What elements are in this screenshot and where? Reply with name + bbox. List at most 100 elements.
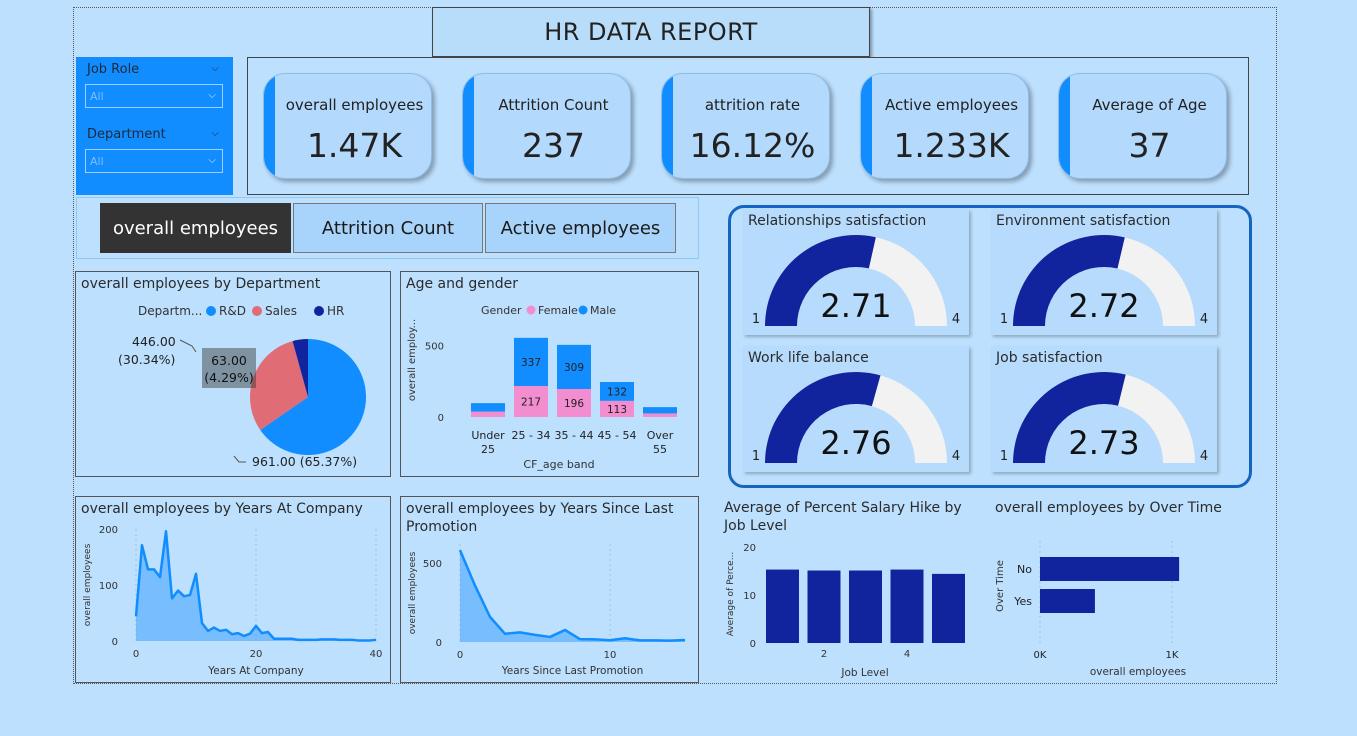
y-tick-label: 200 <box>99 525 118 536</box>
x-tick-label: 0 <box>133 649 139 660</box>
bar <box>766 569 799 643</box>
series-line <box>134 529 377 642</box>
department-value: All <box>90 155 104 168</box>
y-axis-label: Average of Perce... <box>726 552 736 637</box>
kpi-card-overall-employees: overall employees 1.47K <box>263 73 432 179</box>
x-tick-label: 0 <box>457 650 463 661</box>
data-label-female: 217 <box>521 397 541 409</box>
y-tick-label: 0 <box>438 413 444 424</box>
kpi-label: Active employees <box>884 96 1019 114</box>
legend-marker-female <box>526 305 536 315</box>
series-line <box>458 549 686 642</box>
kpi-label: overall employees <box>285 96 424 114</box>
stacked-bar-chart: Gender Female Male overall employ... 0 500 Und… <box>407 304 677 471</box>
chart-card-age-gender: Age and gender Gender Female Male overall e… <box>400 271 699 477</box>
area-chart: 0 500 0 10 Years Since Last Promotion overall… <box>408 544 686 677</box>
kpi-value: 37 <box>1128 126 1171 165</box>
gauge-max-label: 4 <box>952 312 960 327</box>
gauge-card-work-life-balance: Work life balance 2.76 1 4 <box>743 346 969 472</box>
gauge-value: 2.73 <box>1068 424 1139 462</box>
x-tick-label: 55 <box>653 443 667 456</box>
x-axis-label: overall employees <box>1090 666 1186 678</box>
data-label-hr-value: 63.00 <box>211 353 247 368</box>
gauge-title: Relationships satisfaction <box>748 213 927 229</box>
gauge-card-relationships: Relationships satisfaction 2.71 1 4 <box>743 209 969 335</box>
data-label-hr-pct: (4.29%) <box>204 370 253 385</box>
chart-card-over-time: overall employees by Over Time No Yes 0K 1K… <box>990 496 1249 683</box>
kpi-value: 1.233K <box>893 126 1010 165</box>
area-chart: 0 100 200 0 20 40 Years At Company overall empl… <box>83 525 383 677</box>
gauge-value: 2.72 <box>1068 287 1139 325</box>
kpi-accent <box>264 74 275 178</box>
nav-button-attrition-count[interactable]: Attrition Count <box>293 203 483 253</box>
bar <box>890 569 924 643</box>
data-label-rd: 961.00 (65.37%) <box>252 454 357 469</box>
gauge-fill <box>765 235 876 326</box>
bar <box>1040 589 1095 613</box>
job-role-value: All <box>90 90 104 103</box>
kpi-card-attrition-rate: attrition rate 16.12% <box>661 73 830 179</box>
y-tick-label: 10 <box>743 591 756 602</box>
chart-card-department: overall employees by Department Departm.… <box>75 271 391 477</box>
legend-title: Gender <box>481 304 522 317</box>
gauge-fill <box>1013 235 1125 326</box>
bar-female <box>471 411 505 417</box>
chevron-down-icon[interactable]: ⌵ <box>211 63 219 74</box>
legend-label: Male <box>590 304 616 317</box>
bar-male <box>643 407 677 414</box>
area-fill <box>136 531 376 641</box>
x-axis-label: CF_age band <box>523 458 594 471</box>
x-tick-label: 4 <box>904 649 910 660</box>
x-axis-label: Years Since Last Promotion <box>501 665 643 677</box>
nav-button-overall-employees[interactable]: overall employees <box>100 203 291 253</box>
x-tick-label: Under <box>471 429 505 442</box>
gauge-max-label: 4 <box>1200 312 1208 327</box>
gauge-card-environment: Environment satisfaction 2.72 1 4 <box>991 209 1217 335</box>
chevron-down-icon[interactable]: ⌵ <box>211 128 219 139</box>
gauge-value: 2.71 <box>820 287 891 325</box>
data-label-hr-bg <box>202 348 256 388</box>
data-label-sales-pct: (30.34%) <box>118 352 175 367</box>
filter-panel: Job Role ⌵ All ⌵ Department ⌵ All ⌵ <box>76 57 233 195</box>
kpi-label: Attrition Count <box>498 96 609 114</box>
department-select[interactable]: All ⌵ <box>85 149 223 173</box>
x-tick-label: 20 <box>250 649 263 660</box>
kpi-accent <box>662 74 673 178</box>
data-label-sales-value: 446.00 <box>132 334 176 349</box>
pie-chart: Departm... R&D Sales HR 961.00 (65.37%) 446.0… <box>118 304 366 469</box>
gauge-fill <box>765 372 881 463</box>
leader-line <box>179 339 197 353</box>
legend-marker-hr <box>314 306 324 316</box>
kpi-card-active-employees: Active employees 1.233K <box>860 73 1029 179</box>
department-label: Department <box>87 127 166 142</box>
nav-button-active-employees[interactable]: Active employees <box>485 203 676 253</box>
y-tick-label: 20 <box>743 543 756 554</box>
leader-line <box>233 455 246 463</box>
gauge-chart: 2.71 1 4 <box>752 235 960 327</box>
x-tick-label: 35 - 44 <box>555 429 594 442</box>
kpi-accent <box>1059 74 1070 178</box>
area-fill <box>460 550 685 642</box>
kpi-label: attrition rate <box>704 96 801 114</box>
bar <box>849 570 882 643</box>
bar-male <box>514 337 548 386</box>
job-role-select[interactable]: All ⌵ <box>85 84 223 108</box>
y-axis-label: overall employees <box>408 551 418 634</box>
bar <box>932 573 965 643</box>
x-tick-label: 40 <box>370 649 383 660</box>
y-axis-label: overall employ... <box>407 319 418 401</box>
legend-label: HR <box>327 304 344 318</box>
bar-female <box>600 400 634 417</box>
x-axis-label: Years At Company <box>207 665 303 677</box>
y-tick-label: 500 <box>423 559 442 570</box>
chart-card-salary-hike: Average of Percent Salary Hike by Job Le… <box>719 496 970 683</box>
bar-male <box>471 403 505 412</box>
gauge-title: Environment satisfaction <box>996 213 1171 229</box>
gauge-title: Job satisfaction <box>996 350 1103 366</box>
y-tick-label: 0 <box>436 638 442 649</box>
gauge-min-label: 1 <box>752 449 760 464</box>
chevron-down-icon: ⌵ <box>208 90 216 101</box>
x-tick-label: 25 <box>481 443 495 456</box>
legend-label: R&D <box>219 304 246 318</box>
gauge-title: Work life balance <box>748 350 869 366</box>
